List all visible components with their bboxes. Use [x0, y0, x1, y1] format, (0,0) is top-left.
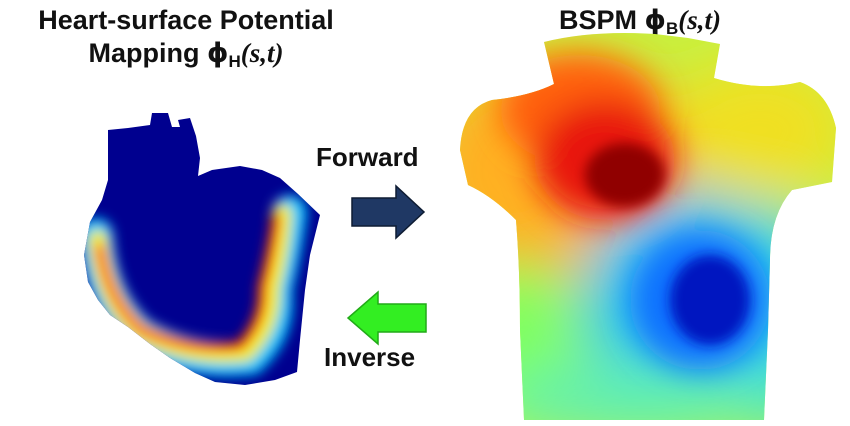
- heart-args-open: (: [240, 38, 250, 68]
- bspm-args-close: ): [712, 5, 722, 35]
- phi-h-subscript: H: [228, 52, 241, 71]
- bspm-args: s,t: [687, 5, 713, 35]
- heart-title-line1: Heart-surface Potential: [38, 5, 334, 35]
- phi-b-symbol: ϕ: [644, 5, 666, 36]
- bspm-args-open: (: [678, 5, 688, 35]
- bspm-title-prefix: BSPM: [558, 5, 645, 35]
- heart-surface-title: Heart-surface Potential Mapping ϕH(s,t): [0, 4, 372, 78]
- heart-args: s,t: [249, 38, 275, 68]
- torso-potential-map: [460, 33, 836, 420]
- inverse-label: Inverse: [324, 342, 416, 372]
- heart-title-line2: Mapping ϕH(s,t): [0, 37, 372, 78]
- forward-label: Forward: [316, 142, 419, 172]
- inverse-arrow-icon: [346, 290, 427, 346]
- phi-h-symbol: ϕ: [206, 38, 229, 69]
- heart-args-close: ): [274, 38, 284, 68]
- heart-potential-map: [84, 113, 320, 385]
- forward-arrow-icon: [351, 184, 426, 240]
- bspm-title: BSPM ϕB(s,t): [520, 4, 760, 45]
- phi-b-subscript: B: [665, 19, 679, 38]
- heart-title-mapping: Mapping: [88, 38, 207, 68]
